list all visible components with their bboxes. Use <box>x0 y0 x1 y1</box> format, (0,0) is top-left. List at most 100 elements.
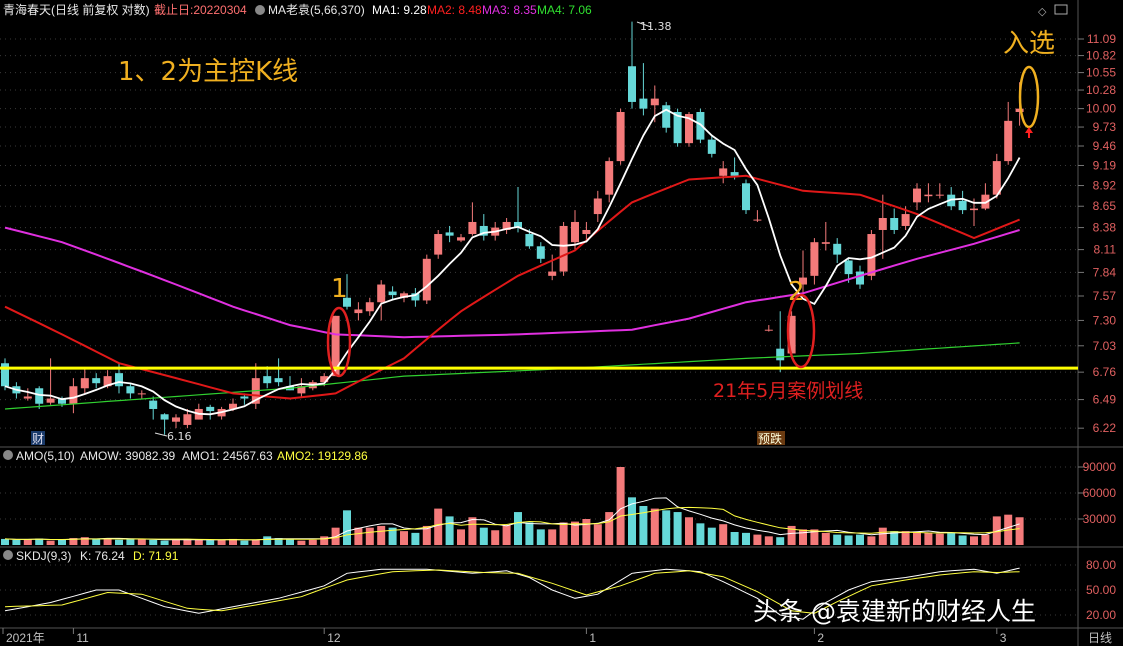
y-tick-label: 90000 <box>1083 460 1117 474</box>
amo-bar <box>58 539 66 545</box>
skdj-menu-icon[interactable] <box>3 550 13 560</box>
candle-body <box>46 398 55 403</box>
amo-bar <box>821 532 830 545</box>
candle-body <box>1004 120 1013 162</box>
candle-body <box>730 172 739 176</box>
candle-body <box>206 406 215 412</box>
candle-body <box>582 229 591 235</box>
candle-body <box>411 293 420 301</box>
ma1-value: MA1: 9.28 <box>372 3 427 17</box>
amo-bar <box>457 529 465 545</box>
amo-bar <box>160 540 169 545</box>
ma4-line <box>4 342 1020 410</box>
y-tick-label: 7.03 <box>1093 339 1117 353</box>
candle-body <box>320 376 329 383</box>
candle-body <box>685 114 693 144</box>
amo-bar <box>662 510 671 545</box>
amo-bar <box>308 539 317 545</box>
amo-bar <box>696 523 705 545</box>
ma-lines <box>4 108 1021 416</box>
amo-bar <box>92 538 101 545</box>
amo-bar <box>719 524 728 545</box>
amo-bar <box>183 538 192 545</box>
candle-body <box>343 297 351 307</box>
mark-1: 1 <box>331 274 348 304</box>
forecast-badge[interactable] <box>757 431 785 445</box>
y-tick-label: 6.22 <box>1093 421 1117 435</box>
candle-body <box>422 258 431 301</box>
amo-bar <box>172 539 180 545</box>
amo-bar <box>616 467 625 545</box>
amo2-line <box>4 506 1020 541</box>
diamond-icon[interactable]: ◇ <box>1038 5 1047 18</box>
y-tick-label: 20.00 <box>1086 608 1116 622</box>
candle-body <box>1 363 9 387</box>
amo-bar <box>730 532 739 545</box>
candle-body <box>468 221 477 235</box>
y-tick-label: 6.76 <box>1093 365 1117 379</box>
period-label[interactable]: 日线 <box>1088 631 1112 645</box>
candle-body <box>628 66 636 102</box>
candle-body <box>92 378 101 384</box>
amo-bar <box>571 521 579 545</box>
panel-toggle-icon[interactable] <box>1054 4 1068 15</box>
candle-body <box>126 386 135 394</box>
indicator-menu-icon[interactable] <box>255 5 265 15</box>
candle-body <box>536 246 545 259</box>
finance-badge[interactable] <box>31 431 45 445</box>
candle-body <box>548 271 557 276</box>
amo-bar <box>217 539 226 545</box>
amo-bar <box>69 538 78 545</box>
amo-bar <box>776 537 785 545</box>
ma3-value: MA3: 8.35 <box>482 3 537 17</box>
y-tick-label: 8.11 <box>1094 243 1117 257</box>
skdj-lines <box>4 567 1020 620</box>
amo-bar <box>582 519 591 545</box>
watermark: 头条 @袁建新的财经人生 <box>753 597 1036 626</box>
candle-body <box>103 376 112 387</box>
low-price-label: 6.16 <box>167 430 192 443</box>
headline-annotation: 1、2为主控K线 <box>118 57 298 87</box>
highlight-ellipse-2 <box>786 293 816 369</box>
candle-body <box>559 225 568 272</box>
candle-body <box>149 400 158 409</box>
amo-bar <box>924 532 933 545</box>
amo-bar <box>46 540 55 545</box>
selected-annotation: 入选 <box>1003 29 1055 59</box>
candle-body <box>901 214 910 226</box>
candle-body <box>23 396 32 399</box>
amo-bars <box>1 467 1024 545</box>
amo-bar <box>844 535 853 545</box>
amo-bar <box>981 534 990 545</box>
candle-body <box>981 194 990 209</box>
candle-body <box>992 161 1001 195</box>
candle-body <box>297 386 306 394</box>
amo-bar <box>605 512 614 545</box>
amo-bar <box>240 540 249 545</box>
candle-body <box>844 260 853 275</box>
amo-bar <box>901 531 910 545</box>
y-tick-label: 7.84 <box>1093 265 1117 279</box>
amo-bar <box>80 537 89 545</box>
candle-body <box>160 414 169 420</box>
skdj-name: SKDJ(9,3) <box>16 549 71 563</box>
candle-body <box>707 139 716 154</box>
candle-body <box>650 98 659 106</box>
amo-bar <box>764 536 773 545</box>
candle-body <box>172 417 180 422</box>
amo-bar <box>365 527 374 545</box>
amo-bar <box>673 512 682 545</box>
candle-body <box>605 161 614 195</box>
y-tick-label: 8.92 <box>1093 179 1117 193</box>
candle-body <box>878 218 887 230</box>
candles <box>1 21 1024 435</box>
amo-menu-icon[interactable] <box>3 450 13 460</box>
chart-title: 青海春天(日线 前复权 对数) <box>3 2 150 17</box>
ma2-line <box>4 174 1020 400</box>
candle-body <box>331 315 340 377</box>
amo-bar <box>1015 517 1024 545</box>
candle-body <box>365 302 374 312</box>
x-tick-label: 2021年 <box>6 631 45 645</box>
amo-bar <box>377 525 386 545</box>
